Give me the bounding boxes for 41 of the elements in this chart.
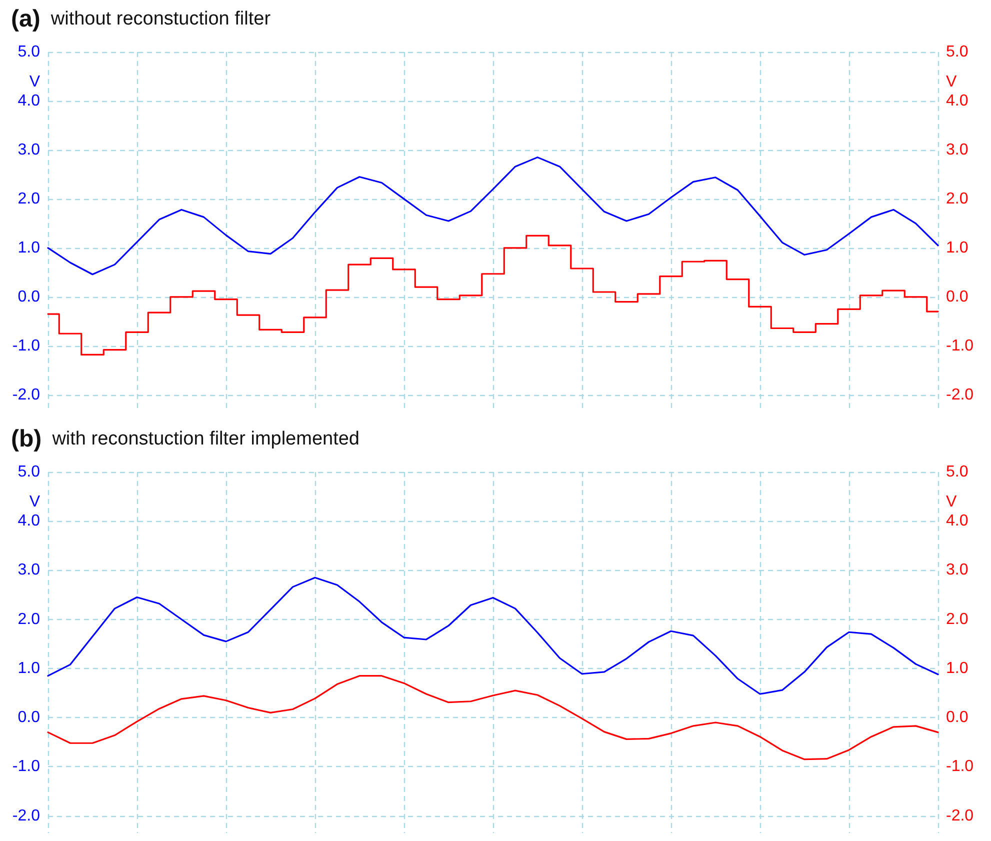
y-tick-label: -1.0: [12, 337, 40, 354]
y2-tick-label: -2.0: [946, 386, 974, 404]
y2-tick-label: 2.0: [946, 190, 968, 208]
y-tick-label: 2.0: [18, 610, 40, 628]
y2-tick-label: 0.0: [946, 709, 968, 726]
line-series: [47, 576, 939, 695]
y-tick-label: -2.0: [12, 386, 40, 404]
y2-axis-title: V: [946, 74, 957, 90]
y-axis-title: V: [29, 74, 40, 90]
y-tick-label: 1.0: [18, 660, 40, 677]
line-series: [47, 156, 939, 276]
y2-tick-label: 5.0: [946, 464, 968, 480]
y-tick-label: 1.0: [18, 239, 40, 256]
y2-tick-label: -1.0: [946, 337, 974, 354]
y2-tick-label: 4.0: [946, 92, 968, 110]
y2-tick-label: -2.0: [946, 807, 974, 824]
y2-tick-label: 3.0: [946, 141, 968, 158]
line-series: [47, 675, 939, 760]
y2-tick-label: 4.0: [946, 512, 968, 530]
y2-tick-label: 1.0: [946, 239, 968, 256]
y-tick-label: 3.0: [18, 562, 40, 579]
y2-axis-title: V: [946, 494, 957, 510]
y-tick-label: 4.0: [18, 92, 40, 110]
y2-tick-label: 3.0: [946, 562, 968, 579]
y-tick-label: -1.0: [12, 758, 40, 776]
chart-title: (a) without reconstuction filter: [11, 6, 272, 32]
y2-tick-label: -1.0: [946, 758, 974, 776]
y-tick-label: -2.0: [12, 807, 40, 824]
y-tick-label: 5.0: [18, 464, 40, 480]
y2-tick-label: 0.0: [946, 288, 968, 306]
y2-tick-label: 5.0: [946, 44, 968, 60]
y-tick-label: 3.0: [18, 141, 40, 158]
y-tick-label: 2.0: [18, 190, 40, 208]
y-tick-label: 5.0: [18, 44, 40, 60]
y2-tick-label: 2.0: [946, 610, 968, 628]
y2-tick-label: 1.0: [946, 660, 968, 677]
chart-title: (b) with reconstuction filter implemented: [11, 426, 360, 452]
y-tick-label: 4.0: [18, 512, 40, 530]
y-tick-label: 0.0: [18, 288, 40, 306]
y-axis-title: V: [29, 494, 40, 510]
y-tick-label: 0.0: [18, 709, 40, 726]
